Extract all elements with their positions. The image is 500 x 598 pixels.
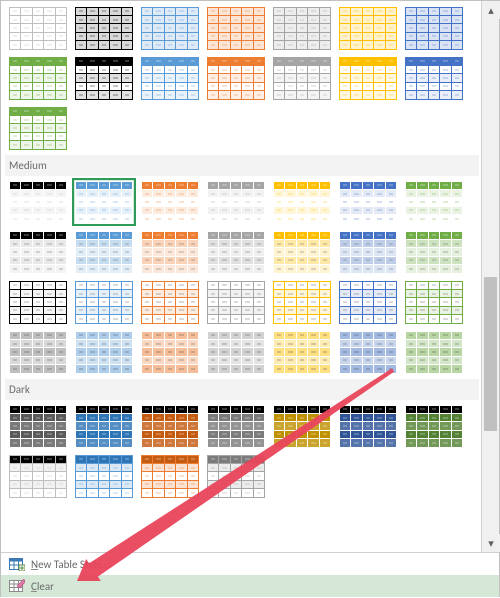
table-style-swatch[interactable]: [7, 105, 69, 151]
swatch-row: [7, 179, 479, 225]
table-style-swatch[interactable]: [205, 179, 267, 225]
swatch-row: [7, 329, 479, 375]
table-style-swatch[interactable]: [337, 229, 399, 275]
clear-icon: [9, 579, 25, 593]
table-style-swatch[interactable]: [337, 55, 399, 101]
table-style-swatch[interactable]: [73, 55, 135, 101]
table-style-swatch[interactable]: [205, 229, 267, 275]
table-style-swatch[interactable]: [403, 403, 465, 449]
table-style-swatch[interactable]: [73, 229, 135, 275]
scroll-down-button[interactable]: ▾: [482, 534, 500, 552]
swatch-row: [7, 105, 479, 151]
table-style-swatch[interactable]: [271, 229, 333, 275]
table-style-swatch[interactable]: [271, 179, 333, 225]
table-style-swatch[interactable]: [7, 403, 69, 449]
table-style-swatch[interactable]: [139, 329, 201, 375]
table-style-swatch[interactable]: [7, 229, 69, 275]
table-style-swatch[interactable]: [139, 403, 201, 449]
table-style-swatch[interactable]: [205, 55, 267, 101]
table-style-swatch[interactable]: [403, 229, 465, 275]
table-style-swatch[interactable]: [7, 279, 69, 325]
table-style-swatch[interactable]: [7, 329, 69, 375]
swatch-row: [7, 403, 479, 449]
table-style-swatch[interactable]: [403, 179, 465, 225]
table-style-swatch[interactable]: [7, 453, 69, 499]
gallery-scrollbar[interactable]: ▴ ▾: [481, 1, 499, 552]
table-style-swatch[interactable]: [139, 5, 201, 51]
table-style-swatch[interactable]: [73, 179, 135, 225]
swatch-row: [7, 229, 479, 275]
table-style-swatch[interactable]: [403, 329, 465, 375]
scroll-down-icon: ▾: [488, 537, 494, 550]
table-style-swatch[interactable]: [139, 453, 201, 499]
table-style-swatch[interactable]: [403, 279, 465, 325]
table-style-swatch[interactable]: [205, 329, 267, 375]
table-style-swatch[interactable]: [337, 5, 399, 51]
table-style-swatch[interactable]: [337, 279, 399, 325]
table-style-swatch[interactable]: [271, 329, 333, 375]
table-style-swatch[interactable]: [205, 453, 267, 499]
swatch-row: [7, 5, 479, 51]
table-style-swatch[interactable]: [139, 279, 201, 325]
table-style-swatch[interactable]: [139, 55, 201, 101]
table-style-swatch[interactable]: [205, 403, 267, 449]
table-style-swatch[interactable]: [271, 279, 333, 325]
clear-label: Clear: [31, 580, 54, 593]
table-style-swatch[interactable]: [337, 403, 399, 449]
gallery-footer: New Table Style... Clear: [1, 552, 499, 596]
table-style-swatch[interactable]: [337, 179, 399, 225]
table-style-swatch[interactable]: [7, 179, 69, 225]
table-style-swatch[interactable]: [73, 329, 135, 375]
table-style-swatch[interactable]: [403, 55, 465, 101]
table-styles-gallery[interactable]: Medium Dark: [1, 1, 481, 552]
table-style-swatch[interactable]: [139, 179, 201, 225]
table-style-swatch[interactable]: [271, 55, 333, 101]
new-table-style-icon: [9, 557, 25, 571]
table-style-swatch[interactable]: [139, 229, 201, 275]
section-header: Dark: [5, 379, 479, 400]
table-style-swatch[interactable]: [73, 279, 135, 325]
swatch-row: [7, 453, 479, 499]
new-table-style-command[interactable]: New Table Style...: [1, 553, 499, 575]
table-style-swatch[interactable]: [205, 279, 267, 325]
table-style-swatch[interactable]: [205, 5, 267, 51]
table-style-swatch[interactable]: [73, 453, 135, 499]
table-style-swatch[interactable]: [73, 403, 135, 449]
clear-command[interactable]: Clear: [1, 575, 499, 597]
scroll-up-button[interactable]: ▴: [482, 1, 500, 19]
table-style-swatch[interactable]: [337, 329, 399, 375]
table-style-swatch[interactable]: [7, 55, 69, 101]
scrollbar-thumb[interactable]: [484, 277, 497, 431]
table-style-swatch[interactable]: [73, 5, 135, 51]
section-header: Medium: [5, 155, 479, 176]
table-style-swatch[interactable]: [7, 5, 69, 51]
scroll-up-icon: ▴: [488, 4, 494, 17]
swatch-row: [7, 55, 479, 101]
table-style-swatch[interactable]: [403, 5, 465, 51]
table-style-swatch[interactable]: [271, 403, 333, 449]
swatch-row: [7, 279, 479, 325]
table-style-swatch[interactable]: [271, 5, 333, 51]
new-table-style-label: New Table Style...: [31, 558, 110, 571]
